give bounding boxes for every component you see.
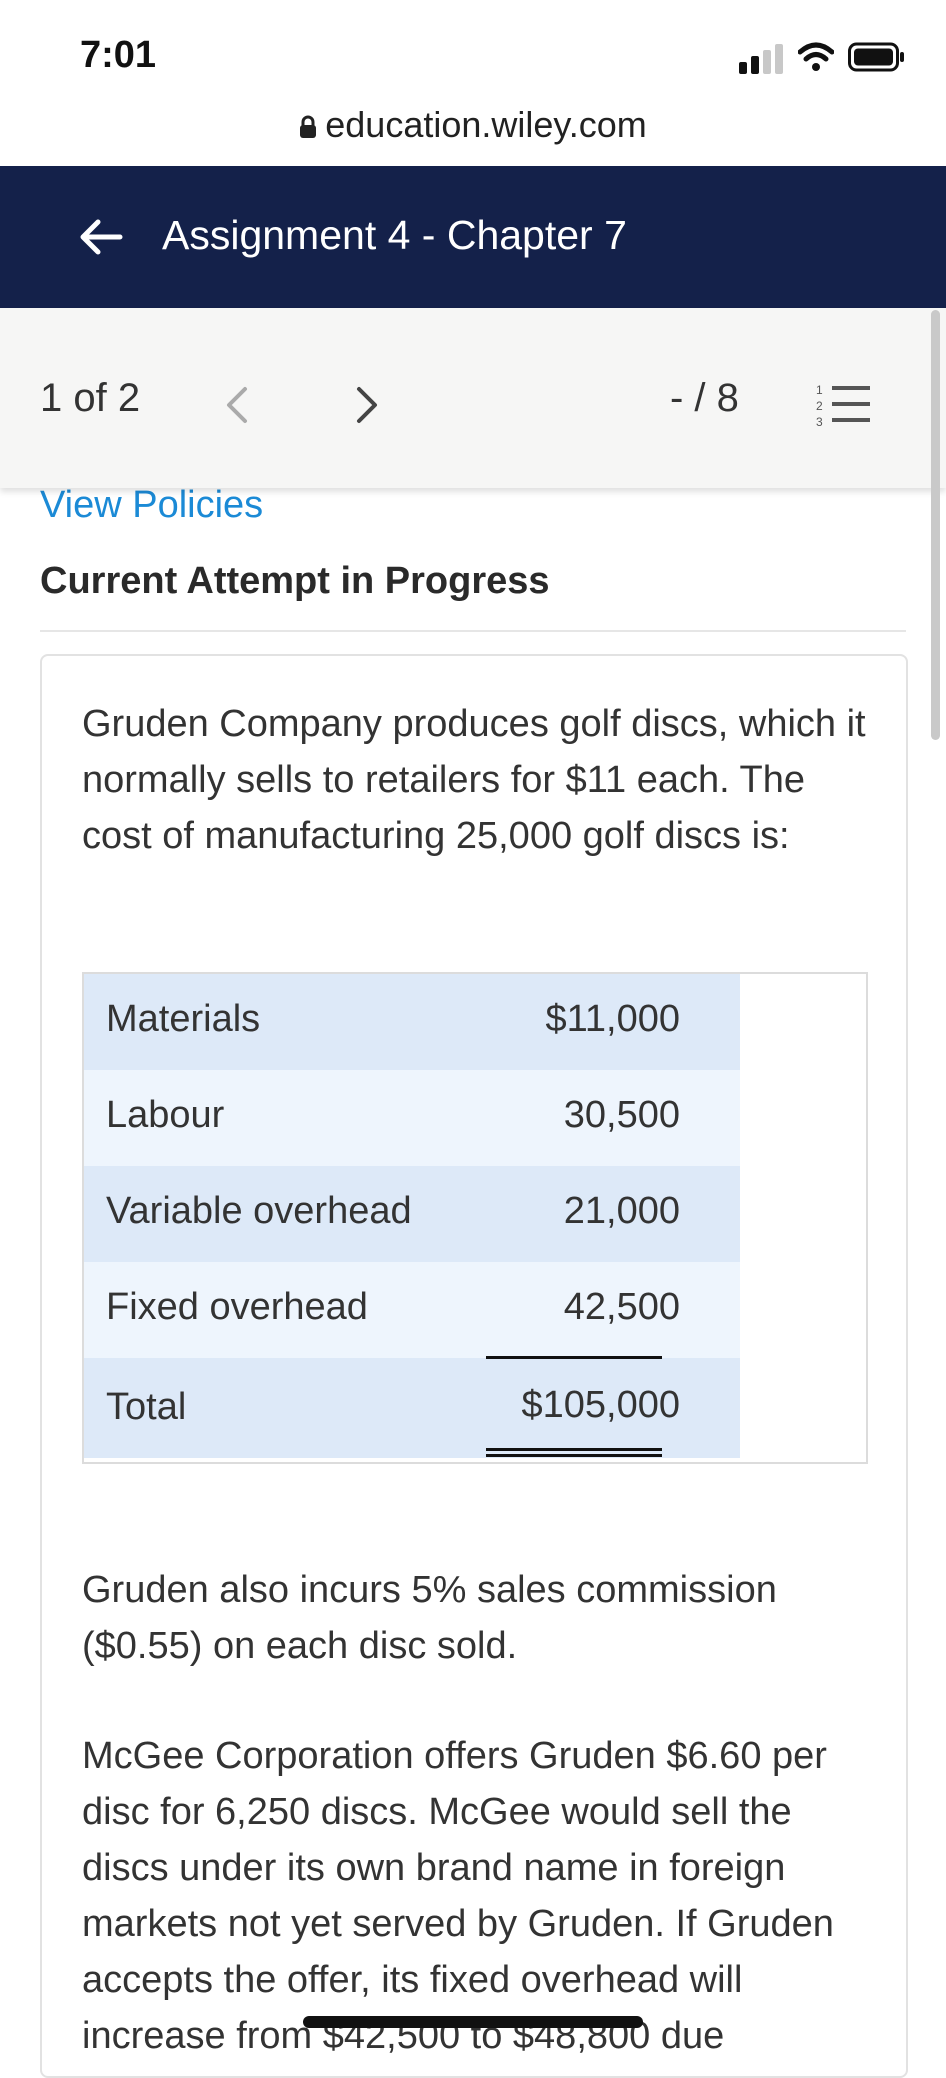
- status-bar: 7:01: [0, 0, 946, 110]
- lock-icon: [300, 116, 317, 139]
- question-score: - / 8: [670, 376, 739, 420]
- question-commission: Gruden also incurs 5% sales commission (…: [82, 1569, 777, 1667]
- row-amount: 21,000: [563, 1190, 680, 1232]
- status-time: 7:01: [80, 34, 157, 76]
- svg-text:1: 1: [816, 383, 823, 397]
- row-label: Materials: [106, 998, 261, 1040]
- row-label: Labour: [106, 1094, 225, 1136]
- total-double-rule-top: [486, 1448, 662, 1451]
- home-indicator[interactable]: [303, 2016, 643, 2028]
- subtotal-rule: [486, 1356, 662, 1359]
- table-row: Labour 30,500: [84, 1070, 740, 1166]
- question-intro: Gruden Company produces golf discs, whic…: [82, 703, 866, 857]
- question-offer: McGee Corporation offers Gruden $6.60 pe…: [82, 1735, 834, 2057]
- row-label: Total: [106, 1386, 187, 1428]
- svg-text:2: 2: [816, 399, 823, 413]
- page-title: Assignment 4 - Chapter 7: [162, 212, 627, 258]
- question-list-icon[interactable]: 1 2 3: [816, 382, 870, 428]
- question-card: Gruden Company produces golf discs, whic…: [40, 654, 908, 2078]
- question-count: 1 of 2: [40, 376, 141, 420]
- row-amount: 30,500: [563, 1094, 680, 1136]
- signal-icon: [739, 44, 785, 74]
- table-row: Fixed overhead 42,500: [84, 1262, 740, 1358]
- attempt-status: Current Attempt in Progress: [40, 560, 550, 602]
- battery-icon: [848, 42, 904, 72]
- next-question-icon[interactable]: [354, 384, 380, 426]
- row-amount: $105,000: [521, 1384, 681, 1426]
- cost-table: Materials $11,000 Labour 30,500 Variable…: [82, 972, 868, 1464]
- row-amount: $11,000: [545, 998, 680, 1040]
- table-row: Variable overhead 21,000: [84, 1166, 740, 1262]
- table-row-total: Total $105,000: [84, 1358, 740, 1458]
- row-label: Variable overhead: [106, 1190, 412, 1232]
- back-arrow-icon[interactable]: [76, 212, 126, 262]
- app-header: Assignment 4 - Chapter 7: [0, 166, 946, 308]
- row-label: Fixed overhead: [106, 1286, 368, 1328]
- divider: [40, 630, 906, 632]
- wifi-icon: [798, 42, 834, 71]
- page-scrollbar[interactable]: [931, 310, 940, 740]
- total-double-rule-bottom: [486, 1454, 662, 1457]
- browser-url: education.wiley.com: [325, 104, 647, 145]
- previous-question-icon[interactable]: [224, 384, 250, 426]
- row-amount: 42,500: [563, 1286, 680, 1328]
- table-row: Materials $11,000: [84, 974, 740, 1070]
- svg-text:3: 3: [816, 415, 823, 428]
- browser-url-bar[interactable]: education.wiley.com: [0, 104, 946, 146]
- question-pager: 1 of 2 - / 8 1 2 3: [0, 308, 946, 488]
- view-policies-link[interactable]: View Policies: [40, 484, 264, 526]
